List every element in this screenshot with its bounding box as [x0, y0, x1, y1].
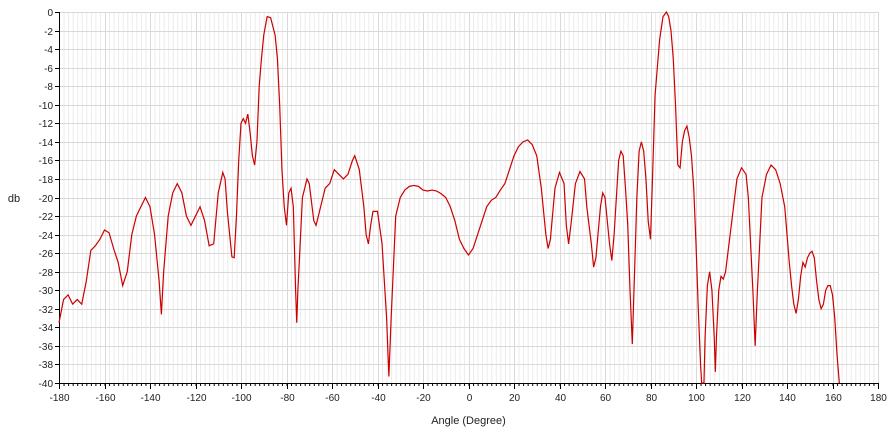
y-tick-label: -4: [44, 45, 53, 56]
y-tick-label: -30: [39, 286, 54, 297]
x-tick-label: -100: [231, 393, 251, 404]
y-tick-label: -36: [39, 342, 54, 353]
y-tick-label: -20: [39, 194, 54, 205]
y-tick-label: -2: [44, 27, 53, 38]
x-tick-label: -40: [371, 393, 386, 404]
x-tick-label: 100: [688, 393, 705, 404]
y-tick-label: -28: [39, 268, 54, 279]
x-tick-label: -60: [325, 393, 340, 404]
x-tick-label: 140: [779, 393, 796, 404]
horizontal-gridlines: [59, 12, 878, 384]
x-tick-label: 20: [509, 393, 521, 404]
x-tick-label: 180: [870, 393, 887, 404]
x-tick-label: 40: [555, 393, 567, 404]
y-tick-label: -16: [39, 156, 54, 167]
y-tick-label: -32: [39, 305, 54, 316]
y-tick-label: -6: [44, 64, 53, 75]
y-tick-label: -40: [39, 379, 54, 390]
y-tick-label: -24: [39, 231, 54, 242]
x-tick-label: -80: [280, 393, 295, 404]
x-tick-labels: -180 -160 -140 -120 -100 -80 -60 -40 -20 0 20 40 60 8…: [49, 393, 887, 404]
y-tick-label: -22: [39, 212, 54, 223]
y-tick-label: -34: [39, 323, 54, 334]
y-tick-label: -12: [39, 119, 54, 130]
y-tick-label: -8: [44, 82, 53, 93]
x-tick-label: -180: [49, 393, 69, 404]
y-tick-label: -10: [39, 101, 54, 112]
x-tick-label: -20: [416, 393, 431, 404]
y-tick-label: -26: [39, 249, 54, 260]
x-tick-label: 160: [825, 393, 842, 404]
x-tick-label: -120: [186, 393, 206, 404]
x-tick-label: 120: [734, 393, 751, 404]
major-vertical-gridlines: [59, 12, 879, 383]
y-tick-label: -14: [39, 138, 54, 149]
x-axis-title: Angle (Degree): [431, 415, 506, 427]
x-tick-label: 80: [646, 393, 658, 404]
y-ticks: [55, 12, 59, 384]
series-line: [58, 10, 840, 384]
y-tick-labels: 0 -2 -4 -6 -8 -10 -12 -14 -16 -18 -20 -22 -24 -26 -28 -…: [39, 8, 54, 390]
x-tick-label: 60: [600, 393, 612, 404]
x-tick-label: -140: [140, 393, 160, 404]
y-tick-label: -18: [39, 175, 54, 186]
x-major-ticks: [59, 383, 879, 389]
x-tick-label: 0: [467, 393, 473, 404]
y-tick-label: 0: [47, 8, 53, 19]
x-tick-label: -160: [95, 393, 115, 404]
y-tick-label: -38: [39, 360, 54, 371]
y-axis-title: db: [8, 193, 20, 205]
